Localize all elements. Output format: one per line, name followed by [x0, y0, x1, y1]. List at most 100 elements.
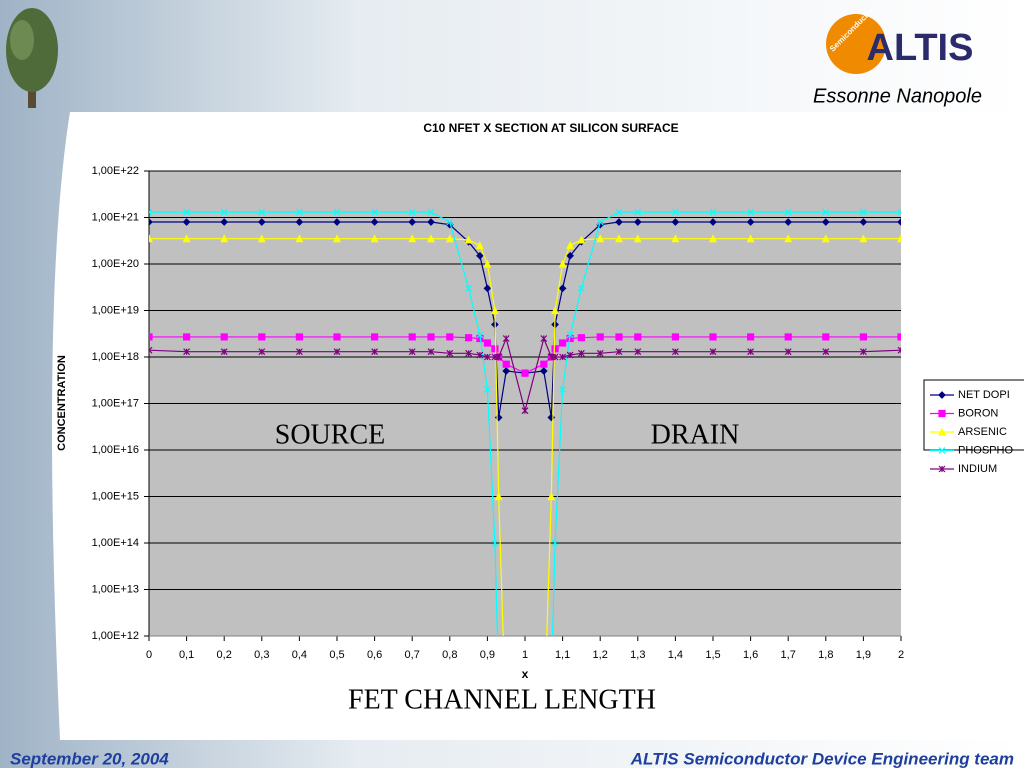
point [822, 348, 830, 356]
point [149, 234, 153, 243]
point [465, 349, 473, 357]
point [822, 208, 830, 216]
point [559, 386, 567, 393]
point [634, 348, 642, 356]
point [566, 251, 574, 260]
x-tick-label: 1,2 [593, 649, 608, 661]
point [746, 234, 755, 243]
point [521, 369, 529, 377]
y-tick-label: 1,00E+18 [92, 351, 139, 363]
point [183, 333, 191, 341]
point [476, 351, 484, 359]
y-tick-label: 1,00E+12 [92, 630, 139, 642]
x-tick-label: 1,7 [781, 649, 796, 661]
point [596, 333, 604, 341]
point [370, 234, 379, 243]
point [551, 353, 559, 361]
plot-series [149, 208, 901, 636]
point [491, 539, 499, 547]
point [596, 234, 605, 243]
point [671, 348, 679, 356]
point [859, 348, 867, 356]
point [483, 339, 491, 347]
y-tick-label: 1,00E+22 [92, 165, 139, 177]
point [784, 333, 792, 341]
x-tick-label: 0,1 [179, 649, 194, 661]
x-tick-label: 1,3 [630, 649, 645, 661]
point [822, 333, 830, 341]
point [183, 348, 191, 356]
legend-marker [938, 409, 946, 418]
point [821, 218, 830, 226]
point [427, 208, 435, 216]
point [633, 234, 642, 243]
point [446, 333, 454, 341]
point [539, 367, 548, 375]
point [634, 208, 642, 216]
point [633, 218, 642, 226]
point [483, 259, 492, 268]
point [408, 333, 416, 341]
point [615, 208, 623, 216]
x-tick-label: 0 [146, 649, 152, 661]
point [558, 284, 567, 293]
legend-label: PHOSPHO [958, 444, 1013, 456]
point [540, 335, 548, 342]
point [258, 208, 266, 216]
point [540, 360, 548, 368]
point [333, 234, 341, 243]
point [220, 333, 228, 341]
legend-label: BORON [958, 407, 998, 419]
point [220, 208, 228, 216]
point [709, 234, 717, 243]
x-tick-label: 1 [522, 649, 528, 661]
point [566, 241, 575, 250]
point [371, 348, 379, 356]
y-tick-label: 1,00E+20 [92, 258, 139, 270]
point [859, 218, 868, 226]
point [295, 208, 303, 216]
x-tick-label: 0,9 [480, 649, 495, 661]
point [596, 349, 604, 357]
point [859, 333, 867, 341]
x-tick-label: 1,4 [668, 649, 683, 661]
point [551, 306, 560, 315]
footer-date: September 20, 2004 [10, 749, 169, 768]
logo-text: ALTIS [867, 27, 974, 69]
point [566, 331, 574, 339]
x-tick-label: 0,8 [442, 649, 457, 661]
point [149, 218, 153, 226]
x-tick-label: 2 [898, 649, 904, 661]
y-tick-label: 1,00E+19 [92, 304, 139, 316]
point [502, 367, 511, 375]
point [182, 234, 191, 243]
point [634, 333, 642, 341]
point [427, 333, 435, 341]
x-axis-label: x [522, 667, 529, 681]
point [258, 333, 266, 341]
point [370, 218, 379, 226]
point [446, 218, 454, 226]
point [257, 218, 266, 226]
point [709, 333, 717, 341]
point [183, 208, 191, 216]
point [615, 218, 623, 226]
point [371, 208, 379, 216]
caption: FET CHANNEL LENGTH [348, 684, 656, 715]
point [465, 284, 473, 292]
series-line [149, 211, 901, 636]
point [220, 348, 228, 356]
point [490, 306, 499, 315]
point [295, 218, 304, 226]
point [502, 360, 510, 368]
point [897, 208, 901, 216]
point [547, 492, 556, 501]
chart-title: C10 NFET X SECTION AT SILICON SURFACE [423, 121, 678, 135]
point [149, 208, 153, 216]
legend-marker [938, 427, 946, 436]
y-tick-label: 1,00E+13 [92, 583, 139, 595]
x-tick-label: 1,1 [555, 649, 570, 661]
point [257, 234, 266, 243]
point [483, 284, 492, 293]
point [558, 259, 567, 268]
